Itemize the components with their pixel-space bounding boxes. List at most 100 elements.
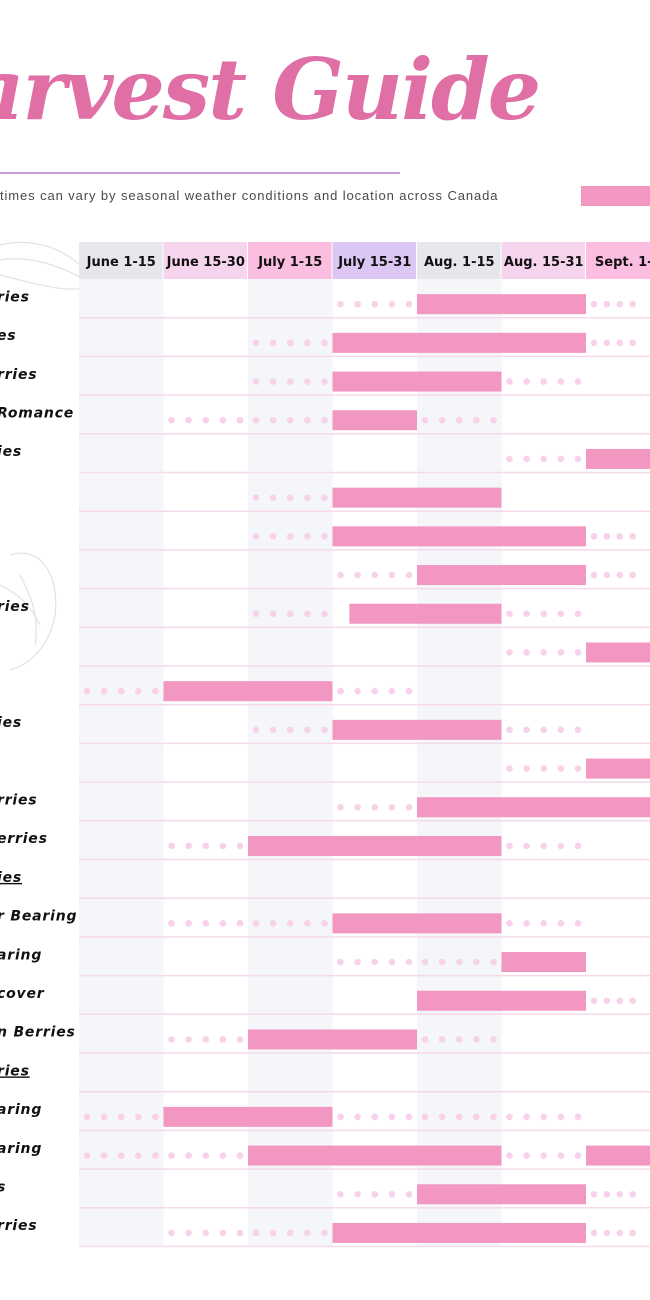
early-late-dot bbox=[83, 1152, 91, 1159]
harvest-bar bbox=[332, 719, 502, 740]
page-subtitle: times can vary by seasonal weather condi… bbox=[0, 188, 499, 203]
early-late-dot bbox=[523, 726, 530, 734]
early-late-dot bbox=[371, 1113, 379, 1121]
early-late-dot bbox=[269, 533, 277, 540]
harvest-bar bbox=[248, 1029, 417, 1050]
early-late-dot bbox=[371, 687, 379, 695]
early-late-dot bbox=[616, 1229, 624, 1237]
early-late-dot bbox=[321, 339, 328, 347]
early-late-dot bbox=[540, 649, 548, 656]
early-late-dot bbox=[590, 571, 598, 579]
early-late-dot bbox=[388, 1190, 396, 1198]
early-late-dot bbox=[152, 1152, 159, 1159]
early-late-dot bbox=[388, 1113, 396, 1121]
period-header-cell bbox=[163, 242, 247, 279]
early-late-dot bbox=[490, 1113, 497, 1121]
early-late-dot bbox=[473, 1113, 480, 1121]
early-late-dot bbox=[557, 610, 565, 618]
early-late-dot bbox=[219, 416, 227, 424]
early-late-dot bbox=[321, 494, 328, 501]
early-late-dot bbox=[473, 1036, 480, 1043]
row-label: rries bbox=[0, 1218, 37, 1234]
period-header-label: June 15-30 bbox=[166, 255, 245, 270]
early-late-dot bbox=[286, 1229, 294, 1237]
legend-harvest-swatch bbox=[581, 186, 650, 206]
page-title: arvest Guide bbox=[0, 40, 541, 139]
row-label: es bbox=[0, 328, 16, 344]
early-late-dot bbox=[252, 533, 260, 540]
early-late-dot bbox=[388, 958, 396, 966]
early-late-dot bbox=[557, 649, 565, 656]
early-late-dot bbox=[321, 920, 328, 927]
early-late-dot bbox=[354, 958, 361, 966]
early-late-dot bbox=[629, 533, 636, 540]
early-late-dot bbox=[337, 1190, 344, 1198]
early-late-dot bbox=[523, 1113, 530, 1121]
early-late-dot bbox=[252, 494, 260, 501]
early-late-dot bbox=[523, 1152, 530, 1159]
early-late-dot bbox=[506, 726, 513, 734]
early-late-dot bbox=[219, 1229, 227, 1237]
early-late-dot bbox=[286, 416, 294, 424]
early-late-dot bbox=[490, 1036, 497, 1043]
early-late-dot bbox=[321, 533, 328, 540]
early-late-dot bbox=[574, 920, 582, 927]
early-late-dot bbox=[252, 610, 260, 618]
early-late-dot bbox=[354, 803, 361, 811]
harvest-bar bbox=[332, 526, 586, 547]
period-header-cell bbox=[248, 242, 332, 279]
early-late-dot bbox=[321, 1229, 328, 1237]
row-label: erries bbox=[0, 831, 48, 847]
early-late-dot bbox=[168, 1036, 175, 1043]
row-label: rries bbox=[0, 793, 37, 809]
early-late-dot bbox=[286, 920, 294, 927]
column-shade bbox=[79, 279, 164, 1247]
early-late-dot bbox=[473, 958, 480, 966]
row-label: ies bbox=[0, 870, 22, 886]
early-late-dot bbox=[252, 726, 260, 734]
early-late-dot bbox=[574, 726, 582, 734]
period-header-cell bbox=[332, 242, 416, 279]
early-late-dot bbox=[540, 378, 548, 385]
early-late-dot bbox=[100, 687, 108, 695]
early-late-dot bbox=[438, 1113, 446, 1121]
early-late-dot bbox=[523, 455, 530, 463]
row-label: aring bbox=[0, 947, 42, 963]
early-late-dot bbox=[337, 803, 344, 811]
early-late-dot bbox=[304, 378, 311, 385]
early-late-dot bbox=[117, 687, 125, 695]
early-late-dot bbox=[135, 1152, 142, 1159]
row-label: aring bbox=[0, 1141, 42, 1157]
harvest-bar bbox=[417, 294, 586, 315]
early-late-dot bbox=[83, 1113, 91, 1121]
early-late-dot bbox=[629, 1229, 636, 1237]
harvest-bar bbox=[349, 603, 502, 624]
early-late-dot bbox=[506, 1152, 513, 1159]
period-header-cell bbox=[417, 242, 501, 279]
early-late-dot bbox=[371, 300, 379, 308]
early-late-dot bbox=[506, 610, 513, 618]
early-late-dot bbox=[574, 455, 582, 463]
early-late-dot bbox=[185, 416, 192, 424]
early-late-dot bbox=[236, 920, 244, 927]
early-late-dot bbox=[590, 300, 598, 308]
early-late-dot bbox=[236, 842, 244, 850]
early-late-dot bbox=[371, 958, 379, 966]
row-label: ies bbox=[0, 715, 22, 731]
harvest-bar bbox=[332, 1222, 586, 1243]
harvest-bar bbox=[332, 410, 417, 431]
row-label: Romance bbox=[0, 406, 74, 422]
early-late-dot bbox=[523, 610, 530, 618]
early-late-dot bbox=[506, 765, 513, 772]
early-late-dot bbox=[557, 1152, 565, 1159]
early-late-dot bbox=[388, 803, 396, 811]
early-late-dot bbox=[168, 416, 175, 424]
early-late-dot bbox=[388, 687, 396, 695]
early-late-dot bbox=[574, 378, 582, 385]
row-label: ries bbox=[0, 599, 30, 615]
row-label: cover bbox=[0, 986, 45, 1002]
early-late-dot bbox=[490, 416, 497, 424]
early-late-dot bbox=[455, 1036, 463, 1043]
early-late-dot bbox=[506, 649, 513, 656]
early-late-dot bbox=[629, 1190, 636, 1198]
